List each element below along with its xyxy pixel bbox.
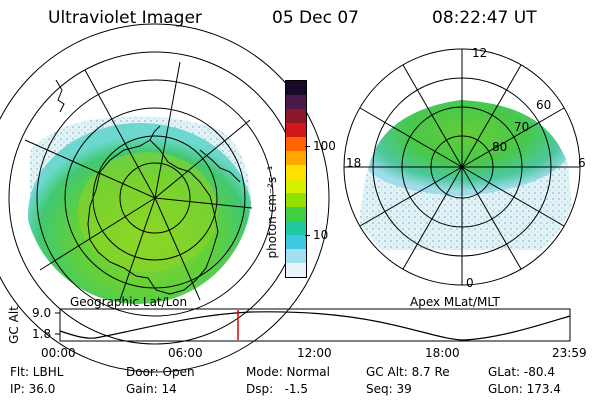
colorbar-segment: [286, 249, 306, 263]
colorbar-segment: [286, 123, 306, 137]
info-dsp: Dsp: -1.5: [246, 382, 309, 396]
orbit-x-tick-1: 06:00: [168, 346, 203, 360]
colorbar-tickmark-10: [305, 235, 310, 236]
right-map-caption: Apex MLat/MLT: [410, 295, 500, 309]
info-gain: Gain: 14: [126, 382, 177, 396]
orbit-x-tick-3: 18:00: [425, 346, 460, 360]
colorbar: [285, 80, 307, 278]
continent-outline: [87, 139, 219, 295]
colorbar-segment: [286, 137, 306, 151]
info-gc-alt: GC Alt: 8.7 Re: [366, 365, 450, 379]
mlat-label-80: 80: [492, 140, 508, 154]
colorbar-segment: [286, 151, 306, 165]
info-flt: Flt: LBHL: [10, 365, 64, 379]
mlt-label-left: 18: [346, 156, 362, 170]
mlat-label-60: 60: [536, 98, 552, 112]
colorbar-segment: [286, 109, 306, 123]
colorbar-tickmark-100: [305, 146, 310, 147]
right-aurora-image: [355, 100, 575, 250]
info-glon: GLon: 173.4: [488, 382, 561, 396]
orbit-altitude-curve: [59, 311, 571, 341]
info-glat: GLat: -80.4: [488, 365, 555, 379]
colorbar-tick-10: 10: [313, 228, 329, 242]
info-mode: Mode: Normal: [246, 365, 330, 379]
coastline-detail: [55, 79, 241, 183]
left-aurora-image: [28, 116, 252, 304]
mlt-label-right: 6: [578, 156, 586, 170]
left-map-caption: Geographic Lat/Lon: [70, 295, 188, 309]
orbit-y-tick-min: 1.8: [32, 327, 52, 341]
orbit-plot-frame: [59, 308, 571, 342]
orbit-x-tick-4: 23:59: [552, 346, 587, 360]
mlt-label-top: 12: [472, 46, 488, 60]
info-ip: IP: 36.0: [10, 382, 56, 396]
colorbar-tick-100: 100: [313, 139, 336, 153]
mlt-label-bottom: 0: [466, 276, 474, 290]
orbit-x-tick-0: 00:00: [41, 346, 76, 360]
date-label: 05 Dec 07: [272, 8, 359, 28]
colorbar-segment: [286, 179, 306, 193]
colorbar-segment: [286, 207, 306, 221]
right-mlt-lines: [344, 49, 580, 285]
left-meridians: [24, 61, 253, 301]
colorbar-segment: [286, 165, 306, 179]
colorbar-segment: [286, 221, 306, 235]
title-label: Ultraviolet Imager: [48, 8, 202, 28]
colorbar-segment: [286, 263, 306, 277]
colorbar-segment: [286, 81, 306, 95]
colorbar-segment: [286, 193, 306, 207]
colorbar-segment: [286, 95, 306, 109]
orbit-x-tick-2: 12:00: [297, 346, 332, 360]
time-label: 08:22:47 UT: [432, 8, 537, 28]
info-seq: Seq: 39: [366, 382, 412, 396]
info-door: Door: Open: [126, 365, 195, 379]
colorbar-segment: [286, 235, 306, 249]
orbit-y-tick-max: 9.0: [32, 306, 52, 320]
mlat-label-70: 70: [514, 120, 530, 134]
